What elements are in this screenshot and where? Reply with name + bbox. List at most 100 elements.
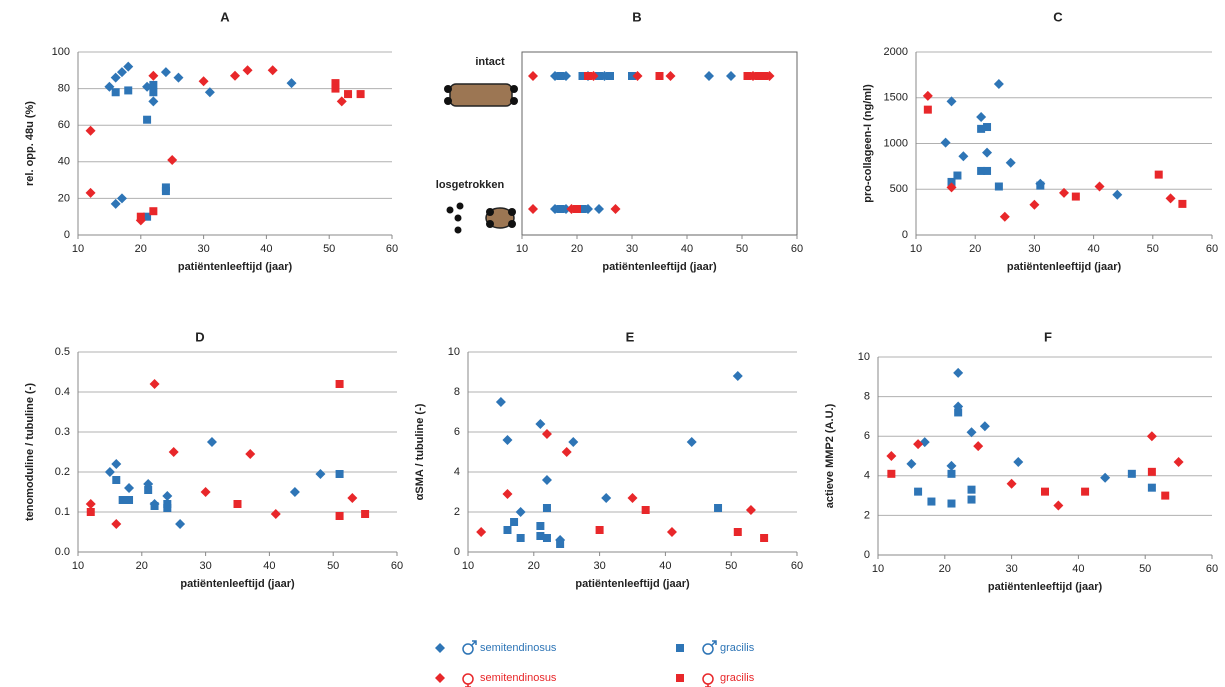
point bbox=[946, 182, 957, 193]
y-tick-label: 10 bbox=[858, 351, 870, 363]
point bbox=[665, 71, 676, 81]
point bbox=[124, 86, 133, 95]
x-tick-label: 10 bbox=[72, 243, 84, 255]
point bbox=[111, 519, 122, 529]
point bbox=[515, 507, 526, 517]
y-tick-label: 2000 bbox=[884, 46, 908, 58]
point bbox=[993, 79, 1004, 90]
point bbox=[124, 483, 135, 493]
point bbox=[1127, 469, 1136, 478]
point bbox=[979, 421, 990, 432]
x-tick-label: 50 bbox=[323, 243, 335, 255]
chart-title: C bbox=[1053, 9, 1063, 24]
point bbox=[977, 124, 986, 133]
point bbox=[606, 72, 614, 80]
x-tick-label: 60 bbox=[1206, 243, 1218, 255]
point bbox=[336, 96, 347, 107]
point bbox=[528, 204, 538, 214]
point bbox=[541, 475, 552, 485]
x-tick-label: 10 bbox=[872, 563, 884, 575]
point bbox=[999, 211, 1010, 222]
point bbox=[976, 111, 987, 122]
point bbox=[245, 449, 256, 459]
point bbox=[315, 469, 326, 479]
y-tick-label: 1000 bbox=[884, 137, 908, 149]
point bbox=[641, 506, 650, 514]
point bbox=[745, 505, 756, 515]
point bbox=[655, 72, 664, 80]
point bbox=[946, 96, 957, 107]
point bbox=[163, 504, 172, 512]
point bbox=[940, 137, 951, 148]
point bbox=[335, 380, 344, 388]
point bbox=[906, 458, 917, 469]
point bbox=[150, 502, 159, 510]
point bbox=[1178, 199, 1187, 208]
x-tick-label: 60 bbox=[386, 243, 398, 255]
point bbox=[977, 166, 986, 175]
y-axis-label: tenomoduline / tubuline (-) bbox=[24, 383, 36, 521]
x-tick-label: 20 bbox=[571, 243, 583, 255]
point bbox=[1081, 487, 1090, 496]
point bbox=[502, 435, 513, 445]
point bbox=[535, 419, 546, 429]
point bbox=[973, 441, 984, 452]
category-label: losgetrokken bbox=[436, 179, 505, 191]
sex-icon bbox=[702, 643, 714, 655]
point bbox=[503, 526, 512, 534]
point bbox=[206, 437, 217, 447]
x-tick-label: 30 bbox=[1005, 563, 1017, 575]
point bbox=[627, 493, 638, 503]
x-tick-label: 30 bbox=[197, 243, 209, 255]
point bbox=[966, 427, 977, 438]
point bbox=[289, 487, 300, 497]
point bbox=[573, 205, 581, 213]
sex-icon bbox=[462, 673, 474, 685]
point bbox=[502, 489, 513, 499]
chart-title: D bbox=[195, 329, 204, 344]
y-axis-label: αSMA / tubuline (-) bbox=[414, 403, 426, 500]
point bbox=[1059, 187, 1069, 198]
point bbox=[175, 519, 186, 529]
point bbox=[123, 61, 134, 72]
x-tick-label: 20 bbox=[969, 243, 981, 255]
point bbox=[528, 71, 538, 81]
x-tick-label: 40 bbox=[681, 243, 693, 255]
point bbox=[983, 166, 992, 175]
point bbox=[104, 467, 115, 477]
point bbox=[946, 460, 957, 471]
point bbox=[85, 187, 96, 198]
point bbox=[356, 90, 365, 99]
x-tick-label: 50 bbox=[725, 560, 737, 572]
point bbox=[149, 207, 158, 216]
point bbox=[112, 476, 121, 484]
point bbox=[953, 171, 962, 180]
point bbox=[242, 65, 253, 76]
x-tick-label: 40 bbox=[260, 243, 272, 255]
legend-marker bbox=[676, 674, 684, 682]
point bbox=[967, 495, 976, 504]
point bbox=[542, 504, 551, 512]
point bbox=[110, 72, 121, 83]
y-tick-label: 0 bbox=[902, 229, 908, 241]
y-tick-label: 6 bbox=[864, 430, 870, 442]
point bbox=[144, 486, 153, 494]
legend-label: semitendinosus bbox=[480, 642, 557, 654]
point bbox=[1147, 483, 1156, 492]
chart-title: A bbox=[220, 9, 230, 24]
legend-label: semitendinosus bbox=[480, 672, 557, 684]
y-tick-label: 500 bbox=[890, 183, 908, 195]
point bbox=[85, 499, 96, 509]
y-tick-label: 0.5 bbox=[55, 346, 70, 358]
point bbox=[510, 518, 519, 526]
point bbox=[922, 90, 933, 101]
point bbox=[1041, 487, 1049, 496]
y-tick-label: 40 bbox=[58, 156, 70, 168]
point bbox=[1094, 181, 1105, 192]
x-axis-label: patiëntenleeftijd (jaar) bbox=[602, 261, 717, 273]
point bbox=[85, 125, 96, 136]
point bbox=[914, 487, 923, 496]
point bbox=[954, 408, 963, 417]
point bbox=[516, 534, 525, 542]
y-tick-label: 0.1 bbox=[55, 506, 70, 518]
